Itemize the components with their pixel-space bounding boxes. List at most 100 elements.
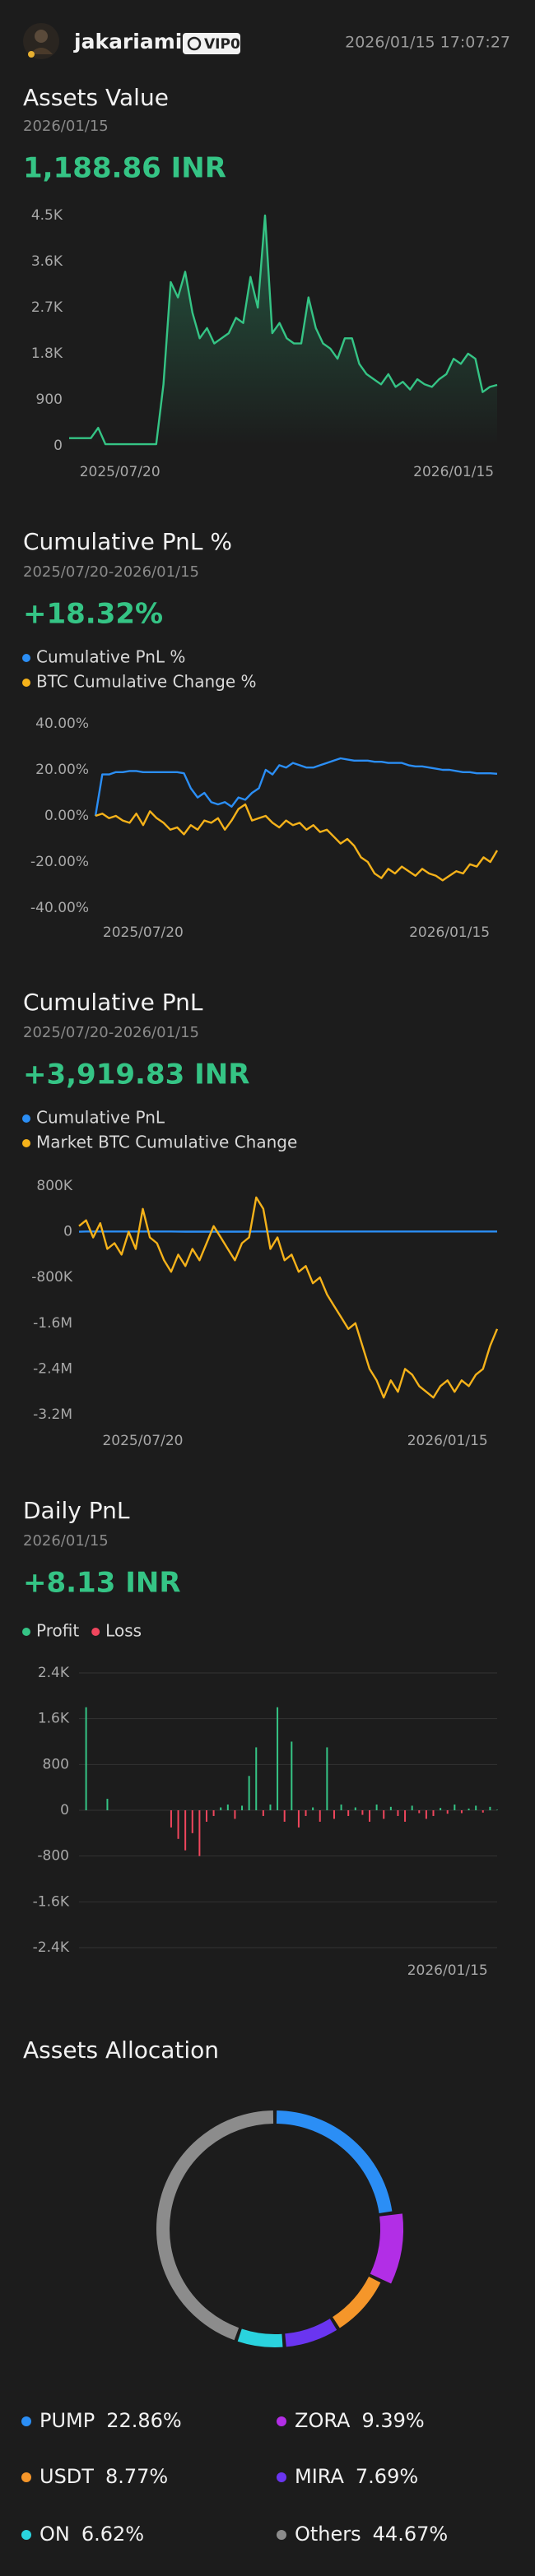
y-tick-label: -20.00%: [30, 854, 89, 870]
series-line: [95, 803, 499, 882]
username: jakariamir: [73, 30, 193, 53]
legend-dot: [277, 2530, 286, 2540]
bar: [198, 1810, 201, 1856]
bar: [404, 1810, 407, 1822]
x-tick-label: 2025/07/20: [80, 464, 160, 480]
legend-value: 9.39%: [361, 2409, 424, 2432]
section-date: 2026/01/15: [23, 118, 109, 135]
bar: [440, 1808, 442, 1810]
bar: [277, 1707, 279, 1810]
legend-dot: [21, 2416, 31, 2426]
legend-label: Cumulative PnL %: [36, 647, 185, 667]
bar: [432, 1810, 435, 1816]
donut-segment: [285, 2319, 337, 2347]
legend-value: 44.67%: [373, 2523, 449, 2546]
bar: [297, 1810, 300, 1828]
section-date: 2026/01/15: [23, 1532, 109, 1550]
y-tick-label: 1.8K: [31, 345, 63, 362]
bar: [468, 1808, 470, 1810]
bar: [106, 1799, 109, 1810]
bar: [170, 1810, 172, 1828]
bar: [241, 1805, 244, 1810]
datetime: 2026/01/15 17:07:27: [345, 34, 510, 52]
y-tick-label: 900: [36, 391, 63, 408]
section-title: Cumulative PnL %: [23, 528, 232, 555]
bar: [369, 1810, 371, 1822]
legend-dot: [277, 2416, 286, 2426]
bar: [347, 1810, 350, 1816]
section-title: Assets Allocation: [23, 2036, 219, 2064]
section-date: 2025/07/20-2026/01/15: [23, 1024, 199, 1041]
bar: [496, 1809, 498, 1810]
bar: [212, 1810, 215, 1816]
bar: [234, 1810, 236, 1819]
x-tick-label: 2025/07/20: [103, 924, 184, 941]
bar: [269, 1805, 272, 1810]
x-tick-label: 2025/07/20: [102, 1433, 183, 1449]
bar: [425, 1810, 427, 1819]
y-tick-label: 800: [43, 1756, 69, 1772]
bar: [411, 1805, 413, 1810]
bar: [291, 1741, 293, 1810]
bar: [354, 1807, 356, 1810]
bar: [184, 1810, 187, 1851]
donut-segment: [237, 2328, 283, 2347]
legend-value: 22.86%: [106, 2409, 182, 2432]
bar: [319, 1810, 321, 1822]
bar: [85, 1707, 87, 1810]
y-tick-label: -2.4M: [33, 1360, 72, 1377]
bar: [248, 1776, 250, 1810]
series-line: [78, 1196, 499, 1399]
bar: [361, 1810, 364, 1815]
bar: [460, 1810, 463, 1814]
bar: [262, 1810, 264, 1816]
x-tick-label: 2026/01/15: [407, 1433, 488, 1449]
y-tick-label: 2.7K: [31, 299, 63, 316]
legend-label: Market BTC Cumulative Change: [36, 1133, 297, 1152]
bar: [220, 1807, 222, 1810]
legend-dot: [22, 1139, 30, 1147]
bar: [255, 1747, 258, 1810]
y-tick-label: -1.6K: [33, 1893, 70, 1910]
bar: [375, 1805, 378, 1810]
bar: [454, 1805, 456, 1810]
bar: [397, 1810, 399, 1816]
legend-dot: [22, 654, 30, 662]
legend-value: 7.69%: [356, 2465, 418, 2488]
vip-icon: [187, 36, 202, 51]
y-tick-label: 0.00%: [44, 808, 89, 824]
donut-segment: [276, 2110, 393, 2214]
bar: [340, 1805, 342, 1810]
y-tick-label: 40.00%: [35, 716, 89, 732]
y-tick-label: -800K: [31, 1269, 73, 1286]
donut-segment: [370, 2213, 403, 2284]
bar: [312, 1807, 314, 1810]
legend-label: Loss: [105, 1621, 142, 1641]
bar: [283, 1810, 286, 1822]
y-tick-label: 0: [60, 1802, 69, 1818]
series-line: [69, 214, 498, 446]
bar: [475, 1805, 477, 1810]
avatar[interactable]: [23, 23, 59, 59]
bar: [383, 1810, 385, 1819]
y-tick-label: -1.6M: [33, 1315, 72, 1332]
headline-value: +3,919.83 INR: [23, 1059, 249, 1091]
y-tick-label: 2.4K: [38, 1665, 70, 1681]
legend-label: BTC Cumulative Change %: [36, 672, 257, 692]
legend-dot: [277, 2472, 286, 2482]
x-tick-label: 2026/01/15: [413, 464, 494, 480]
bar: [205, 1810, 207, 1822]
y-tick-label: -40.00%: [30, 900, 89, 916]
legend-dot: [21, 2530, 31, 2540]
bar: [177, 1810, 179, 1839]
section-title: Daily PnL: [23, 1497, 130, 1524]
bar: [326, 1747, 328, 1810]
bar: [418, 1810, 421, 1814]
legend-value: 8.77%: [105, 2465, 168, 2488]
bar: [333, 1810, 335, 1819]
legend-label: MIRA: [295, 2465, 344, 2488]
y-tick-label: 4.5K: [31, 207, 63, 224]
legend-label: USDT: [40, 2465, 94, 2488]
y-tick-label: 3.6K: [31, 253, 63, 270]
